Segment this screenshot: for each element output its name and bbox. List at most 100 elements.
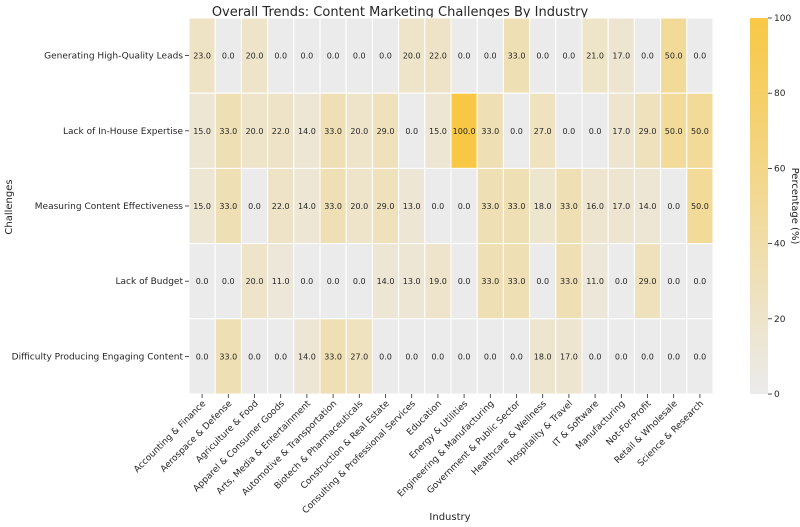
colorbar-label: Percentage (%) — [789, 168, 800, 245]
cell-value-label: 0.0 — [196, 352, 209, 361]
cell-value-label: 0.0 — [274, 352, 287, 361]
heatmap-cell — [607, 92, 635, 169]
heatmap-cell — [319, 167, 347, 245]
heatmap-cell — [293, 92, 321, 169]
cell-value-label: 20.0 — [246, 127, 264, 136]
cell-value-label: 0.0 — [667, 277, 680, 286]
heatmap-cell — [581, 167, 609, 245]
cell-value-label: 0.0 — [484, 352, 497, 361]
cell-value-label: 14.0 — [639, 202, 657, 211]
heatmap-cell — [240, 167, 269, 245]
chart-title: Overall Trends: Content Marketing Challe… — [212, 5, 589, 20]
cell-value-label: 17.0 — [612, 52, 630, 61]
cell-value-label: 0.0 — [196, 277, 209, 286]
heatmap-cell — [398, 92, 426, 169]
heatmap-cell — [267, 92, 295, 169]
heatmap-cell — [529, 92, 557, 169]
heatmap-cell — [686, 318, 714, 395]
cell-value-label: 15.0 — [429, 127, 447, 136]
cell-value-label: 0.0 — [458, 352, 471, 361]
heatmap-cell — [660, 167, 688, 245]
colorbar-tick-label: 40 — [774, 240, 786, 250]
cell-value-label: 0.0 — [563, 127, 576, 136]
heatmap-cell — [371, 92, 400, 169]
cell-value-label: 50.0 — [691, 202, 709, 211]
heatmap-cell — [188, 167, 216, 245]
cell-value-label: 21.0 — [586, 52, 604, 61]
cell-value-label: 33.0 — [324, 127, 342, 136]
heatmap-cell — [293, 318, 321, 395]
x-axis-label: Industry — [429, 512, 470, 523]
cell-value-label: 0.0 — [405, 352, 418, 361]
cell-value-label: 50.0 — [665, 127, 683, 136]
y-tick-label: Lack of Budget — [116, 277, 184, 287]
cell-value-label: 0.0 — [641, 352, 654, 361]
cell-value-label: 11.0 — [586, 277, 604, 286]
cell-value-label: 19.0 — [429, 277, 447, 286]
cell-value-label: 17.0 — [612, 202, 630, 211]
cell-value-label: 33.0 — [481, 127, 499, 136]
heatmap-cell — [502, 17, 531, 94]
cell-value-label: 0.0 — [615, 352, 628, 361]
heatmap-cell — [398, 17, 426, 94]
cell-value-label: 27.0 — [534, 127, 552, 136]
cell-value-label: 29.0 — [377, 202, 395, 211]
cell-value-label: 14.0 — [377, 277, 395, 286]
cell-value-label: 0.0 — [274, 52, 287, 61]
cell-value-label: 33.0 — [560, 277, 578, 286]
cell-value-label: 0.0 — [641, 52, 654, 61]
colorbar-tick-label: 100 — [774, 14, 791, 24]
heatmap-cell — [502, 167, 531, 245]
cell-value-label: 0.0 — [694, 352, 707, 361]
cell-value-label: 0.0 — [589, 352, 602, 361]
cell-value-label: 33.0 — [560, 202, 578, 211]
heatmap-cell — [581, 92, 609, 169]
cell-value-label: 100.0 — [453, 127, 476, 136]
heatmap-cell — [424, 167, 452, 245]
cell-value-label: 0.0 — [615, 277, 628, 286]
heatmap-cell — [345, 92, 373, 169]
cell-value-label: 0.0 — [589, 127, 602, 136]
heatmap-cell — [555, 318, 583, 395]
heatmap-cell — [214, 243, 242, 320]
cell-value-label: 0.0 — [484, 52, 497, 61]
colorbar-tick-label: 0 — [774, 390, 780, 400]
cell-value-label: 0.0 — [510, 352, 523, 361]
cell-value-label: 18.0 — [534, 202, 552, 211]
cell-value-label: 27.0 — [350, 352, 368, 361]
cell-value-label: 33.0 — [219, 202, 237, 211]
cell-value-label: 11.0 — [272, 277, 290, 286]
heatmap-cell — [267, 243, 295, 320]
cell-value-label: 33.0 — [481, 202, 499, 211]
cell-value-label: 33.0 — [324, 202, 342, 211]
cell-value-label: 0.0 — [301, 277, 314, 286]
heatmap-cell — [633, 92, 662, 169]
colorbar-ticks: 0 20 40 60 80 100 — [768, 14, 791, 400]
colorbar-tick-label: 20 — [774, 315, 786, 325]
cell-value-label: 13.0 — [403, 202, 421, 211]
cell-value-label: 13.0 — [403, 277, 421, 286]
cell-value-label: 0.0 — [353, 277, 366, 286]
cell-value-label: 20.0 — [350, 202, 368, 211]
cell-value-label: 0.0 — [327, 277, 340, 286]
heatmap-cell — [502, 243, 531, 320]
heatmap-cell — [476, 167, 504, 245]
colorbar: 0 20 40 60 80 100 Percentage (%) — [750, 14, 800, 400]
cell-value-label: 18.0 — [534, 352, 552, 361]
heatmap-cell — [686, 243, 714, 320]
heatmap-cell — [607, 318, 635, 395]
cell-value-label: 22.0 — [272, 127, 290, 136]
heatmap-cell — [529, 318, 557, 395]
cell-value-label: 20.0 — [403, 52, 421, 61]
heatmap-cell — [345, 17, 373, 94]
cell-value-label: 33.0 — [219, 127, 237, 136]
heatmap-cell — [319, 17, 347, 94]
y-tick-label: Difficulty Producing Engaging Content — [12, 352, 184, 362]
cell-value-label: 17.0 — [612, 127, 630, 136]
cell-value-label: 0.0 — [536, 277, 549, 286]
cell-value-label: 0.0 — [353, 52, 366, 61]
heatmap-cell — [345, 243, 373, 320]
x-tick-label: IT & Software — [551, 399, 601, 449]
